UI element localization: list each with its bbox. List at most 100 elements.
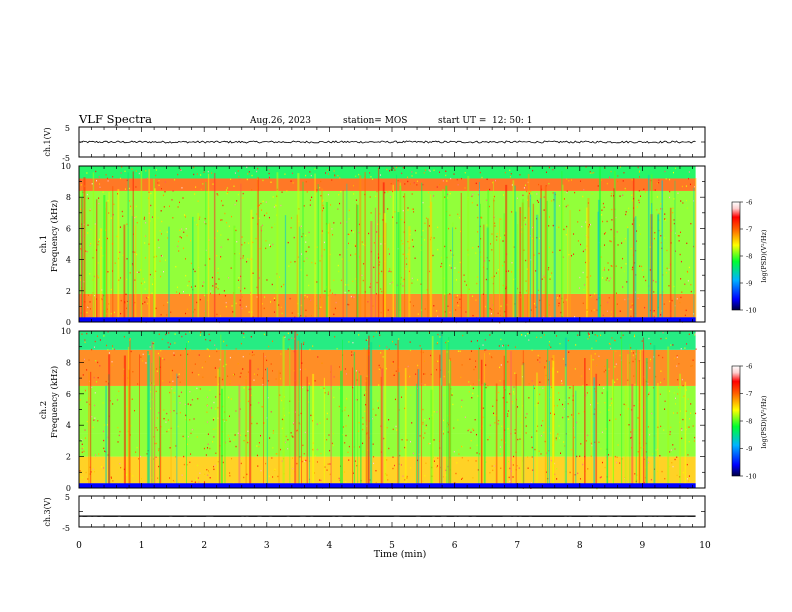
spectrogram-speckle: [222, 378, 224, 381]
spectrogram-speckle: [437, 333, 439, 336]
spectrogram-speckle: [681, 291, 683, 293]
spectrogram-speckle: [634, 473, 636, 475]
spectrogram-speckle: [155, 174, 157, 177]
spectrogram-speckle: [301, 235, 303, 238]
spectrogram-speckle: [348, 233, 350, 236]
spectrogram-speckle: [190, 239, 192, 242]
spectrogram-speckle: [677, 393, 679, 395]
spectrogram-speckle: [80, 248, 82, 250]
spectrogram-speckle: [193, 219, 195, 222]
spectrogram-speckle: [442, 433, 444, 435]
spectrogram-speckle: [111, 361, 113, 363]
spectrogram-speckle: [260, 202, 262, 205]
spectrogram-speckle: [136, 446, 138, 449]
spectrogram-speckle: [291, 435, 293, 437]
spectrogram-speckle: [380, 311, 382, 314]
spectrogram-speckle: [163, 358, 165, 361]
spectrogram-speckle: [412, 208, 414, 210]
spectrogram-speckle: [280, 397, 282, 400]
spectrogram-speckle: [291, 475, 293, 477]
spectrogram-speckle: [672, 444, 674, 446]
spectrogram-speckle: [394, 169, 396, 171]
spectrogram-speckle: [442, 476, 444, 478]
spectrogram-speckle: [92, 468, 94, 470]
spectrogram-speckle: [248, 242, 250, 244]
spectrogram-speckle: [352, 231, 354, 233]
spectrogram-streak: [127, 346, 130, 488]
spectrogram-speckle: [393, 374, 395, 376]
spectrogram-speckle: [417, 279, 419, 281]
spectrogram-speckle: [370, 212, 372, 214]
header-date: Aug.26, 2023: [249, 116, 311, 126]
spectrogram-speckle: [386, 459, 388, 461]
spectrogram-speckle: [465, 284, 467, 286]
spectrogram-speckle: [215, 452, 217, 454]
spectrogram-speckle: [548, 166, 550, 169]
spectrogram-speckle: [138, 458, 140, 460]
spectrogram-speckle: [577, 334, 579, 336]
spectrogram-speckle: [207, 299, 209, 302]
ch1-spectrogram-ylabel: Frequency (kHz): [49, 200, 60, 272]
spectrogram-speckle: [619, 462, 621, 464]
spectrogram-speckle: [173, 354, 175, 356]
spectrogram-speckle: [411, 208, 413, 211]
spectrogram-speckle: [660, 425, 662, 428]
spectrogram-speckle: [234, 172, 236, 174]
spectrogram-speckle: [558, 205, 560, 207]
spectrogram-speckle: [586, 392, 588, 394]
spectrogram-speckle: [579, 478, 581, 480]
spectrogram-streak: [440, 385, 443, 488]
spectrogram-speckle: [169, 205, 171, 208]
spectrogram-speckle: [169, 391, 171, 394]
spectrogram-speckle: [314, 472, 316, 474]
spectrogram-speckle: [556, 467, 558, 470]
spectrogram-speckle: [206, 348, 208, 350]
spectrogram-streak: [621, 331, 623, 488]
spectrogram-speckle: [423, 437, 425, 439]
spectrogram-speckle: [472, 193, 474, 196]
spectrogram-speckle: [220, 246, 222, 248]
spectrogram-speckle: [677, 234, 679, 237]
spectrogram-speckle: [110, 288, 112, 291]
spectrogram-speckle: [292, 457, 294, 459]
spectrogram-streak: [152, 178, 155, 322]
spectrogram-speckle: [332, 292, 334, 295]
spectrogram-speckle: [86, 311, 88, 314]
spectrogram-speckle: [193, 166, 195, 169]
spectrogram-speckle: [309, 204, 311, 206]
spectrogram-speckle: [602, 202, 604, 205]
spectrogram-speckle: [209, 389, 211, 392]
spectrogram-speckle: [675, 403, 677, 405]
spectrogram-speckle: [632, 303, 634, 306]
spectrogram-speckle: [196, 436, 198, 438]
spectrogram-speckle: [212, 183, 214, 185]
spectrogram-speckle: [499, 453, 501, 455]
spectrogram-speckle: [587, 434, 589, 437]
figure-title: VLF Spectra: [78, 112, 152, 126]
spectrogram-speckle: [199, 388, 201, 390]
spectrogram-speckle: [446, 180, 448, 182]
spectrogram-speckle: [347, 303, 349, 306]
spectrogram-speckle: [157, 182, 159, 184]
spectrogram-lowband: [79, 483, 696, 488]
spectrogram-speckle: [217, 285, 219, 287]
spectrogram-streak: [250, 209, 253, 322]
spectrogram-speckle: [165, 421, 167, 423]
spectrogram-speckle: [414, 257, 416, 259]
spectrogram-speckle: [223, 290, 225, 292]
spectrogram-speckle: [436, 466, 438, 468]
spectrogram-speckle: [187, 340, 189, 343]
ch1-colorbar: [731, 201, 741, 311]
spectrogram-speckle: [354, 460, 356, 462]
spectrogram-speckle: [121, 210, 123, 213]
spectrogram-streak: [417, 369, 419, 488]
spectrogram-speckle: [447, 340, 449, 342]
spectrogram-speckle: [664, 213, 666, 215]
spectrogram-speckle: [338, 193, 340, 196]
spectrogram-speckle: [622, 334, 624, 336]
spectrogram-speckle: [502, 315, 504, 318]
spectrogram-speckle: [329, 449, 331, 452]
spectrogram-speckle: [388, 270, 390, 273]
spectrogram-streak: [694, 178, 697, 322]
spectrogram-speckle: [146, 297, 148, 299]
